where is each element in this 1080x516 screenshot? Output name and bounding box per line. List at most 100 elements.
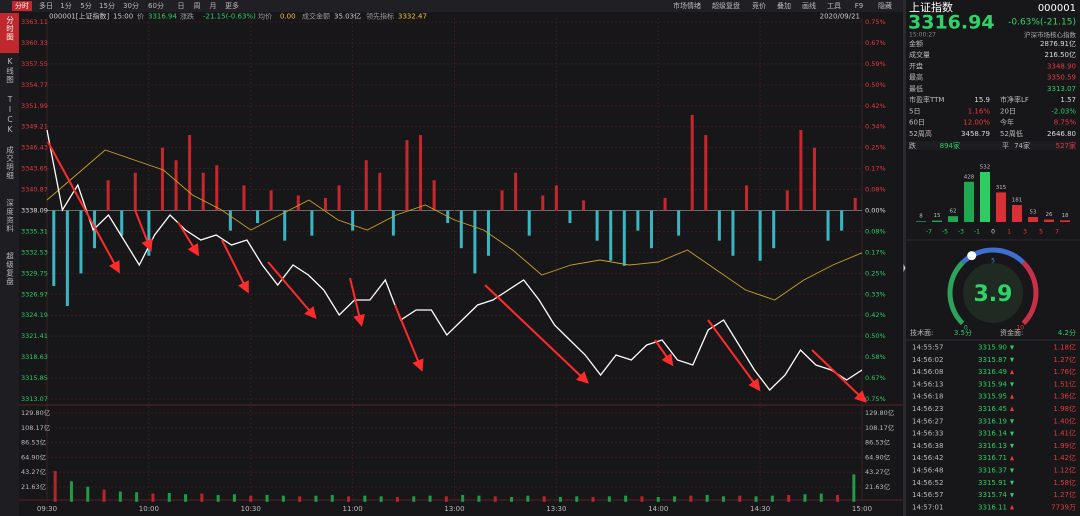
indicator-bar [337, 185, 341, 211]
trade-arrow [1010, 382, 1014, 387]
trade-arrow [1010, 480, 1014, 486]
volume-bar [461, 494, 465, 502]
distribution-label: 3 [1023, 229, 1027, 236]
trade-time: 14:56:52 [912, 479, 943, 487]
tab[interactable]: 日 [178, 2, 185, 10]
tab[interactable]: 画线 [802, 1, 816, 10]
pct-tick-label: 0.67% [865, 39, 886, 47]
tab[interactable]: 分时 [15, 1, 29, 10]
tab[interactable]: 更多 [225, 1, 239, 10]
trade-time: 14:56:38 [912, 442, 943, 450]
time-label: 14:00 [648, 505, 668, 513]
volume-bar [705, 494, 709, 502]
quote-price: 3316.94 [908, 12, 995, 34]
volume-bar [656, 497, 660, 502]
breadth-label: 跌 [909, 141, 916, 150]
volume-tick-label: 64.90亿 [865, 452, 891, 461]
tab[interactable]: 工具 [827, 2, 841, 10]
indicator-bar [160, 147, 164, 211]
trade-time: 14:56:13 [912, 380, 943, 388]
price-tick-label: 3343.65 [21, 165, 48, 173]
tab[interactable]: 月 [210, 2, 217, 10]
price-tick-label: 3363.11 [21, 18, 48, 26]
indicator-bar [296, 195, 300, 211]
tab[interactable]: 叠加 [777, 1, 791, 10]
quote-desc: 沪深市场核心指数 [1024, 30, 1077, 39]
trade-arrow [1010, 431, 1014, 437]
sidebar-tab[interactable]: 超级复盘 [5, 252, 14, 286]
indicator-bar [568, 210, 572, 224]
gauge-arc [947, 260, 965, 326]
trade-arrow [1010, 419, 1014, 424]
volume-bar [575, 496, 579, 502]
tab[interactable]: 60分 [148, 1, 164, 10]
trade-arrow [1010, 394, 1014, 399]
indicator-bar [717, 210, 721, 241]
tab[interactable]: 市场情绪 [673, 1, 701, 10]
price-tick-label: 3338.09 [21, 207, 48, 215]
sidebar-tab[interactable]: 成交明细 [5, 145, 14, 181]
breadth-value: 894家 [940, 141, 960, 150]
sidebar-tab[interactable]: K线图 [5, 57, 14, 84]
gauge-arc [1021, 260, 1039, 326]
trade-price: 3315.74 [978, 491, 1007, 499]
volume-bar [526, 495, 530, 502]
indicator-bar [704, 135, 708, 211]
sidebar-tab[interactable]: 深度资料 [5, 199, 14, 234]
tab[interactable]: 30分 [123, 1, 139, 10]
tab[interactable]: 周 [194, 2, 201, 10]
distribution-label: -3 [958, 229, 964, 236]
info-price-label: 价 [137, 13, 144, 21]
trade-price: 3316.19 [978, 417, 1007, 425]
volume-bar [493, 496, 497, 502]
ratio-value: 12.00% [963, 119, 990, 127]
pct-tick-label: 0.50% [865, 332, 886, 340]
trade-time: 14:56:42 [912, 454, 943, 462]
tab[interactable]: 多日 [39, 1, 53, 10]
trade-price: 3315.87 [978, 356, 1007, 364]
tab[interactable]: 隐藏 [878, 1, 892, 10]
trade-volume: 1.18亿 [1053, 343, 1076, 352]
pct-tick-label: 0.34% [865, 123, 886, 131]
indicator-bar [745, 185, 749, 211]
trade-price: 3316.45 [978, 405, 1007, 413]
stat-label: 最低 [909, 84, 923, 93]
tab[interactable]: F9 [855, 2, 863, 10]
distribution-label: 1 [1007, 229, 1011, 236]
indicator-bar [201, 172, 205, 211]
collapse-icon[interactable] [903, 264, 906, 272]
volume-bar [265, 494, 269, 502]
indicator-bar [79, 210, 83, 274]
volume-bar [819, 493, 823, 502]
volume-bar [558, 497, 562, 502]
volume-bar [444, 496, 448, 502]
price-tick-label: 3318.63 [21, 353, 48, 361]
divider [903, 0, 906, 516]
tab[interactable]: 1分 [60, 1, 71, 10]
quote-change: -0.63%(-21.15) [1008, 18, 1076, 28]
trade-arrow [1010, 468, 1014, 473]
tab[interactable]: 竞价 [752, 1, 766, 10]
sidebar-tab[interactable]: TICK [6, 95, 15, 135]
tab[interactable]: 15分 [99, 1, 115, 10]
price-tick-label: 3329.75 [21, 269, 48, 277]
stat-label: 开盘 [909, 61, 923, 70]
stat-value: 216.50亿 [1045, 50, 1077, 59]
indicator-bar [120, 210, 124, 236]
volume-tick-label: 64.90亿 [21, 452, 47, 461]
volume-tick-label: 108.17亿 [865, 423, 895, 432]
tab[interactable]: 超级复盘 [712, 1, 740, 10]
pct-tick-label: 0.67% [865, 374, 886, 382]
volume-bar [721, 496, 725, 502]
distribution-label: 0 [991, 229, 995, 236]
indicator-bar [636, 210, 640, 231]
indicator-bar [541, 195, 545, 211]
time-label: 09:30 [37, 505, 57, 513]
price-tick-label: 3360.33 [21, 39, 48, 47]
indicator-bar [473, 210, 477, 274]
tab[interactable]: 5分 [80, 1, 91, 10]
sidebar-tab[interactable]: 分时图 [5, 16, 14, 42]
info-lead: 3332.47 [398, 13, 427, 21]
stat-value: 3348.90 [1047, 62, 1076, 70]
